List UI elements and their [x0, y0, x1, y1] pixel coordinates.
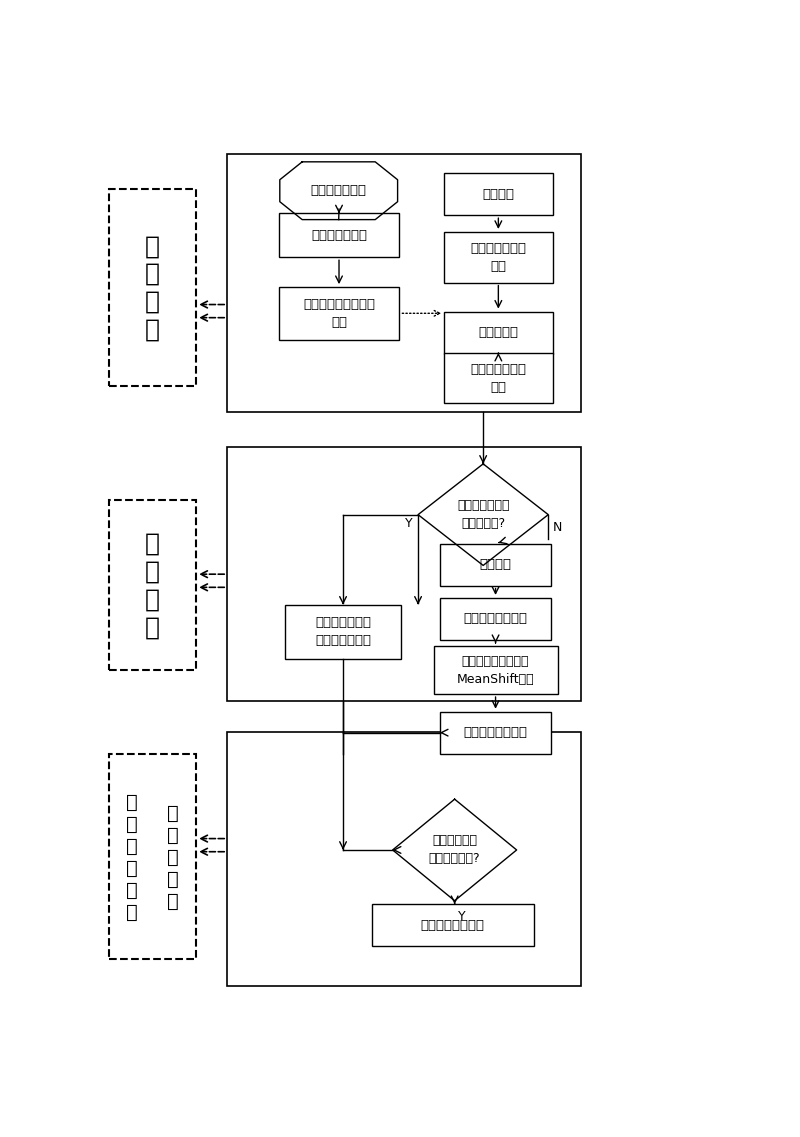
Text: 更新人头跟踪队列: 更新人头跟踪队列: [463, 613, 527, 625]
Text: 输入图像: 输入图像: [482, 188, 514, 201]
FancyBboxPatch shape: [371, 904, 534, 946]
Polygon shape: [280, 161, 398, 219]
Text: Y: Y: [458, 910, 466, 923]
FancyBboxPatch shape: [227, 447, 581, 702]
Text: 多尺度窗口滑动
搜索: 多尺度窗口滑动 搜索: [470, 242, 526, 273]
Text: 目
标
行
为
分
析: 目 标 行 为 分 析: [126, 792, 138, 921]
FancyBboxPatch shape: [444, 232, 553, 283]
Text: 客
流
统
计
数: 客 流 统 计 数: [167, 804, 179, 911]
FancyBboxPatch shape: [285, 605, 402, 659]
Text: 更新客流统计人数: 更新客流统计人数: [421, 919, 485, 931]
FancyBboxPatch shape: [110, 754, 196, 960]
Text: 数据关联相似度匹配
MeanShift跟踪: 数据关联相似度匹配 MeanShift跟踪: [457, 655, 534, 686]
Text: 目
标
检
测: 目 标 检 测: [146, 234, 160, 341]
FancyBboxPatch shape: [440, 598, 551, 640]
Text: 当前人头跟踪队
列是否为空?: 当前人头跟踪队 列是否为空?: [457, 499, 510, 530]
FancyBboxPatch shape: [440, 712, 551, 754]
Text: 准备训练样本集: 准备训练样本集: [310, 184, 366, 197]
FancyBboxPatch shape: [110, 500, 196, 671]
Text: N: N: [554, 521, 562, 534]
Text: 两类分类器: 两类分类器: [478, 326, 518, 339]
FancyBboxPatch shape: [444, 173, 553, 215]
Text: 更新人头跟踪队列: 更新人头跟踪队列: [463, 727, 527, 739]
FancyBboxPatch shape: [440, 543, 551, 586]
Polygon shape: [393, 799, 517, 901]
FancyBboxPatch shape: [227, 732, 581, 986]
FancyBboxPatch shape: [278, 287, 399, 340]
Polygon shape: [418, 464, 548, 565]
Text: 是否有满足计
数规则的目标?: 是否有满足计 数规则的目标?: [429, 835, 481, 865]
FancyBboxPatch shape: [110, 189, 196, 385]
FancyBboxPatch shape: [278, 214, 399, 257]
FancyBboxPatch shape: [444, 312, 553, 354]
Text: 提取样本的特征: 提取样本的特征: [311, 229, 367, 242]
Text: 新检测到的人头
目标: 新检测到的人头 目标: [470, 363, 526, 393]
FancyBboxPatch shape: [434, 646, 558, 694]
FancyBboxPatch shape: [227, 153, 581, 413]
Text: 检测目标直接压
入人头跟踪队列: 检测目标直接压 入人头跟踪队列: [315, 616, 371, 647]
Text: 线性支撑向量机进行
训练: 线性支撑向量机进行 训练: [303, 298, 375, 329]
FancyBboxPatch shape: [444, 352, 553, 404]
Text: 目
标
跟
踪: 目 标 跟 踪: [146, 532, 160, 639]
Text: Y: Y: [405, 517, 413, 530]
Text: 虚警删除: 虚警删除: [479, 558, 511, 571]
